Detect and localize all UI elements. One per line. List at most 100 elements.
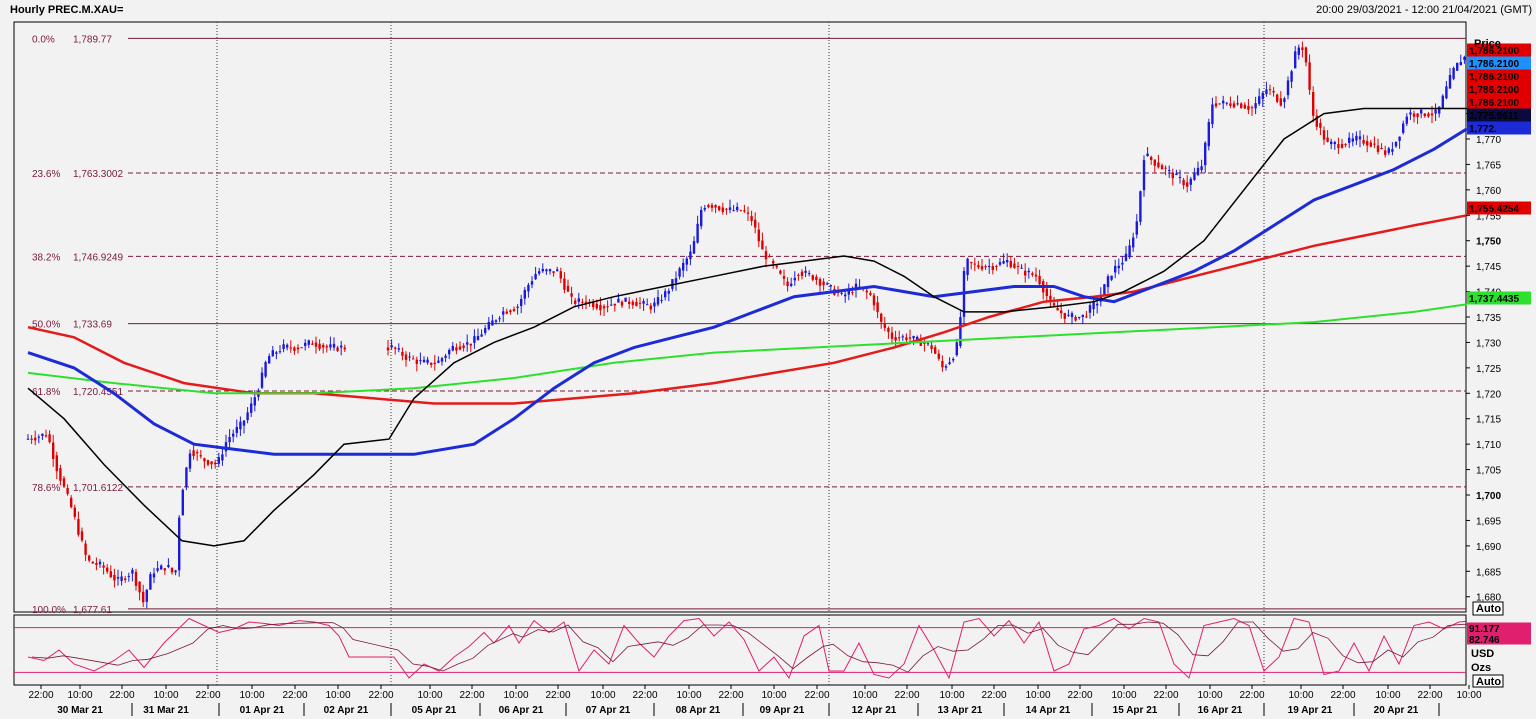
candle-body — [808, 273, 811, 275]
candle-body — [1222, 100, 1225, 104]
candle-body — [1333, 142, 1336, 145]
candle-body — [1412, 113, 1416, 117]
candle-body — [1373, 143, 1376, 145]
auto-scale-button-main[interactable]: Auto — [1472, 601, 1504, 616]
price-tag — [1467, 69, 1531, 83]
candle-body — [1384, 150, 1387, 155]
candle-body — [1178, 176, 1182, 178]
candle-body — [160, 565, 163, 570]
candle-body — [865, 290, 868, 293]
candle-body — [415, 359, 418, 364]
candle-body — [1132, 237, 1135, 248]
candle-body — [577, 298, 580, 302]
fib-pct-label: 78.6% — [32, 483, 60, 494]
candle-body — [430, 362, 433, 365]
candle-body — [1369, 142, 1372, 147]
candle-body — [1337, 144, 1340, 149]
candle-body — [1117, 265, 1120, 269]
candle-body — [239, 421, 242, 430]
time-axis: 22:00 10:00 22:00 10:00 22:00 10:00 22:00 10:00… — [28, 685, 1482, 716]
candle-body — [1322, 130, 1326, 140]
candle-body — [1420, 109, 1423, 114]
candle-body — [1441, 95, 1444, 109]
candle-body — [1060, 310, 1063, 314]
candle-body — [1168, 170, 1171, 172]
ozs-label: Ozs — [1471, 662, 1491, 674]
date-label: 09 Apr 21 — [760, 705, 805, 716]
candle-body — [682, 262, 685, 271]
candle-body — [606, 306, 609, 308]
candle-body — [883, 323, 886, 328]
candle-body — [232, 433, 235, 437]
candle-body — [890, 332, 894, 339]
candle-body — [912, 336, 915, 339]
candle-body — [62, 478, 66, 487]
candle-body — [617, 298, 620, 303]
candle-body — [80, 531, 84, 541]
candle-body — [714, 205, 717, 208]
price-axis-label: Price — [1474, 38, 1501, 50]
candle-body — [1067, 314, 1070, 316]
candle-body — [131, 569, 134, 574]
auto-scale-button-osc[interactable]: Auto — [1472, 674, 1504, 688]
candle-body — [462, 345, 465, 348]
oscillator-d-line — [31, 621, 1472, 673]
candle-body — [498, 318, 501, 320]
time-tick-label: 22:00 — [459, 690, 484, 701]
candle-body — [188, 453, 192, 469]
candle-body — [955, 342, 958, 356]
candle-body — [340, 345, 343, 348]
price-tag — [1467, 291, 1531, 305]
candle-body — [1070, 313, 1074, 317]
date-label: 13 Apr 21 — [938, 705, 983, 716]
candle-body — [696, 223, 699, 243]
candle-body — [1312, 92, 1315, 116]
candle-body — [512, 309, 516, 312]
candle-body — [1358, 136, 1362, 140]
candle-body — [1142, 160, 1146, 191]
candle-body — [685, 258, 688, 265]
time-tick-label: 10:00 — [939, 690, 964, 701]
candle-body — [538, 271, 541, 274]
date-label: 31 Mar 21 — [143, 705, 189, 716]
candle-body — [998, 262, 1002, 265]
candle-body — [55, 455, 58, 472]
candle-body — [1276, 94, 1279, 102]
candle-body — [390, 345, 393, 348]
date-label: 06 Apr 21 — [499, 705, 544, 716]
date-label: 12 Apr 21 — [852, 705, 897, 716]
oscillator-tag-label: 82.746 — [1469, 635, 1500, 646]
time-tick-label: 22:00 — [195, 690, 220, 701]
candle-body — [646, 304, 649, 306]
candle-body — [192, 450, 195, 457]
candle-body — [800, 271, 804, 276]
candle-body — [1106, 276, 1110, 288]
price-tick-label: 1,700 — [1476, 491, 1501, 502]
price-axis: 1,680 1,685 1,690 1,695 1,700 1,705 1,710 1,715… — [1466, 110, 1501, 604]
candle-body — [296, 347, 300, 350]
time-tick-label: 10:00 — [153, 690, 178, 701]
candle-body — [880, 313, 883, 322]
time-tick-label: 22:00 — [981, 690, 1006, 701]
candle-body — [869, 292, 872, 295]
candle-body — [109, 571, 112, 578]
candle-body — [487, 321, 490, 330]
candle-body — [840, 292, 843, 294]
candle-body — [1128, 245, 1131, 258]
candle-body — [196, 452, 199, 454]
price-tick-label: 1,680 — [1476, 593, 1501, 604]
oscillator-tag — [1467, 622, 1531, 634]
candle-body — [419, 360, 422, 362]
candle-body — [1085, 316, 1088, 318]
candle-body — [1438, 106, 1441, 114]
candle-body — [1452, 68, 1455, 79]
price-tick-label: 1,735 — [1476, 313, 1501, 324]
fib-value-label: 1,789.77 — [73, 34, 112, 45]
candle-body — [804, 270, 807, 273]
price-tick-label: 1,710 — [1476, 440, 1501, 451]
candle-body — [1250, 107, 1254, 109]
candle-body — [937, 353, 940, 359]
fib-pct-label: 100.0% — [32, 605, 66, 616]
candle-body — [1006, 260, 1009, 263]
